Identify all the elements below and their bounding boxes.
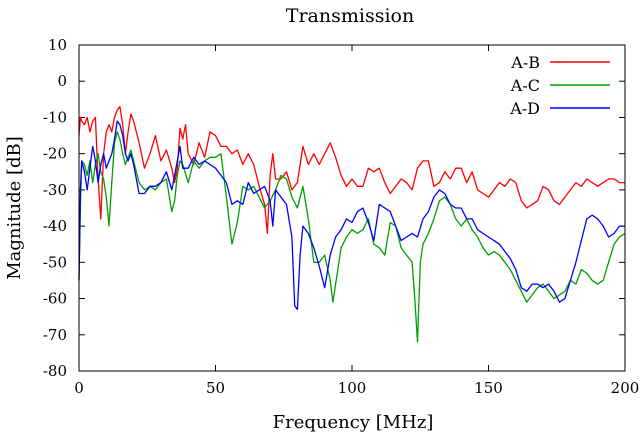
legend: A-B A-C A-D (509, 53, 610, 118)
y-axis-title: Magnitude [dB] (4, 136, 25, 280)
y-tick-label: -10 (43, 108, 67, 126)
x-tick-label: 50 (206, 379, 225, 397)
series-line-a-c (78, 131, 626, 343)
plot-frame (78, 44, 626, 372)
legend-label-a-d: A-D (509, 99, 540, 118)
x-tick-label: 150 (474, 379, 503, 397)
y-tick-label: -30 (43, 181, 67, 199)
y-tick-label: -60 (43, 290, 67, 308)
legend-label-a-b: A-B (510, 53, 540, 72)
y-tick-label: -40 (43, 217, 67, 235)
x-axis-title: Frequency [MHz] (273, 412, 434, 433)
axis-ticks (78, 44, 626, 372)
y-tick-label: -50 (43, 253, 67, 271)
y-tick-label: 0 (57, 72, 67, 90)
y-tick-label: 10 (48, 36, 67, 54)
x-tick-label: 100 (338, 379, 367, 397)
y-tick-label: -80 (43, 362, 67, 380)
y-tick-label: -70 (43, 326, 67, 344)
chart-title: Transmission (286, 5, 414, 27)
x-tick-label: 200 (611, 379, 640, 397)
series-line-a-d (78, 120, 625, 311)
series-line-a-b (78, 105, 625, 235)
x-tick-label: 0 (74, 379, 84, 397)
y-tick-label: -20 (43, 145, 67, 163)
series-lines (78, 105, 626, 343)
legend-label-a-c: A-C (510, 76, 540, 95)
